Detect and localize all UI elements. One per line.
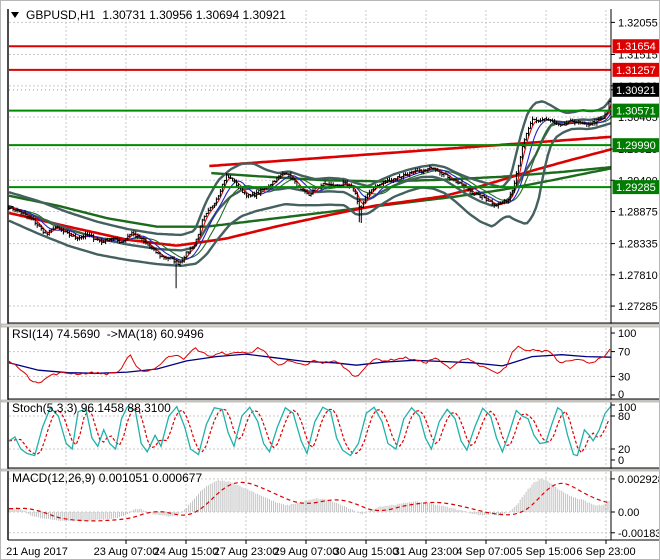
pane-frame <box>7 9 659 541</box>
svg-text:1.30571: 1.30571 <box>616 106 656 118</box>
svg-text:1.31654: 1.31654 <box>616 41 656 53</box>
macd-signal-line <box>9 481 610 522</box>
ohlc-bars <box>7 87 613 289</box>
price-scale-label: 1.28335 <box>618 239 658 251</box>
pane-separator[interactable] <box>1 323 660 328</box>
svg-text:1.31257: 1.31257 <box>616 65 656 77</box>
time-axis-label: 6 Sep 23:00 <box>576 546 635 558</box>
svg-text:1.29285: 1.29285 <box>616 182 656 194</box>
macd-scale-label: 0.002928 <box>618 474 660 486</box>
stoch-scale-label: 0 <box>618 455 624 467</box>
stoch-pane[interactable] <box>8 405 612 457</box>
stoch-signal-line <box>8 407 610 456</box>
time-axis-label: 23 Aug 07:00 <box>94 546 159 558</box>
time-axis-label: 4 Sep 07:00 <box>456 546 515 558</box>
pane-separator[interactable] <box>1 468 660 472</box>
time-axis-label: 27 Aug 23:00 <box>214 546 279 558</box>
macd-scale-label: 0.00 <box>618 507 639 519</box>
rsi-scale-label: 30 <box>618 371 630 383</box>
support-badge-1: 1.30571 <box>612 103 659 118</box>
macd-pane[interactable] <box>8 478 612 522</box>
price-scale-label: 1.32055 <box>618 17 658 29</box>
stoch-scale-label: 80 <box>618 411 630 423</box>
time-axis-label: 21 Aug 2017 <box>6 546 68 558</box>
macd-histogram <box>8 478 612 522</box>
rsi-scale-label: 70 <box>618 347 630 359</box>
stoch-main-line <box>8 405 612 457</box>
time-axis-label: 31 Aug 23:00 <box>394 546 459 558</box>
price-axis: 1.320551.315151.309881.304651.299251.294… <box>611 17 660 540</box>
stoch-scale-label: 20 <box>618 444 630 456</box>
current-price-badge: 1.30921 <box>612 82 659 97</box>
resistance-badge-1: 1.31654 <box>612 39 659 54</box>
stoch-scale-label: 100 <box>618 402 636 414</box>
rsi-line <box>8 345 611 384</box>
rsi-pane[interactable] <box>8 345 612 384</box>
level-lines <box>9 45 611 189</box>
svg-text:1.29990: 1.29990 <box>616 140 656 152</box>
time-axis-label: 30 Aug 15:00 <box>334 546 399 558</box>
resistance-badge-2: 1.31257 <box>612 62 659 77</box>
support-badge-2: 1.29990 <box>612 138 659 153</box>
time-axis-label: 24 Aug 15:00 <box>154 546 219 558</box>
rsi-scale-label: 0 <box>618 389 624 401</box>
price-scale-label: 1.27810 <box>618 270 658 282</box>
macd-scale-label: -0.001838 <box>618 528 660 540</box>
time-axis-label: 29 Aug 07:00 <box>274 546 339 558</box>
rsi-scale-label: 100 <box>618 328 636 340</box>
support-badge-3: 1.29285 <box>612 180 659 195</box>
time-axis-label: 5 Sep 15:00 <box>516 546 575 558</box>
rsi-ma-line <box>8 353 612 374</box>
svg-text:1.30921: 1.30921 <box>616 85 656 97</box>
pane-separator[interactable] <box>1 399 660 403</box>
price-scale-label: 1.27285 <box>618 301 658 313</box>
symbol-label: GBPUSD,H1 <box>26 8 96 22</box>
chart-title-bar: GBPUSD,H1 1.30731 1.30956 1.30694 1.3092… <box>11 8 286 22</box>
price-scale-label: 1.28875 <box>618 206 658 218</box>
ohlc-readout: 1.30731 1.30956 1.30694 1.30921 <box>102 8 286 22</box>
symbol-dropdown-icon[interactable] <box>11 12 19 18</box>
main-price-pane[interactable] <box>7 87 613 289</box>
